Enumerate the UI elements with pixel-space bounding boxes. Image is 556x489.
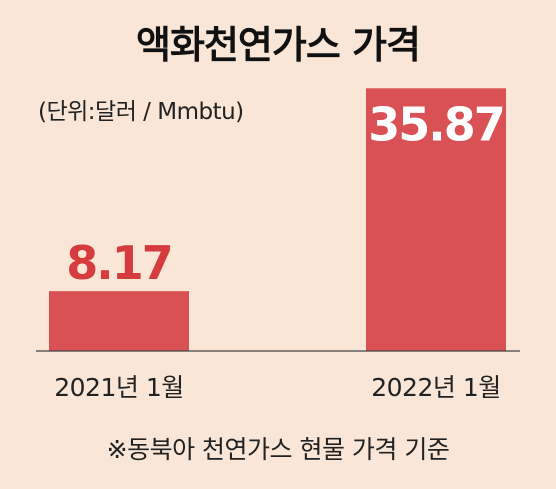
bar-2: [366, 88, 506, 351]
unit-label: (단위:달러 / Mmbtu): [38, 99, 244, 125]
bar-value-label-2: 35.87: [368, 97, 504, 151]
bar-1: [49, 291, 189, 351]
category-label-1: 2021년 1월: [54, 373, 183, 402]
bar-value-label-1: 8.17: [66, 236, 172, 290]
chart-title: 액화천연가스 가격: [136, 23, 421, 67]
category-label-2: 2022년 1월: [371, 373, 500, 402]
footnote: ※동북아 천연가스 현물 가격 기준: [106, 435, 450, 464]
